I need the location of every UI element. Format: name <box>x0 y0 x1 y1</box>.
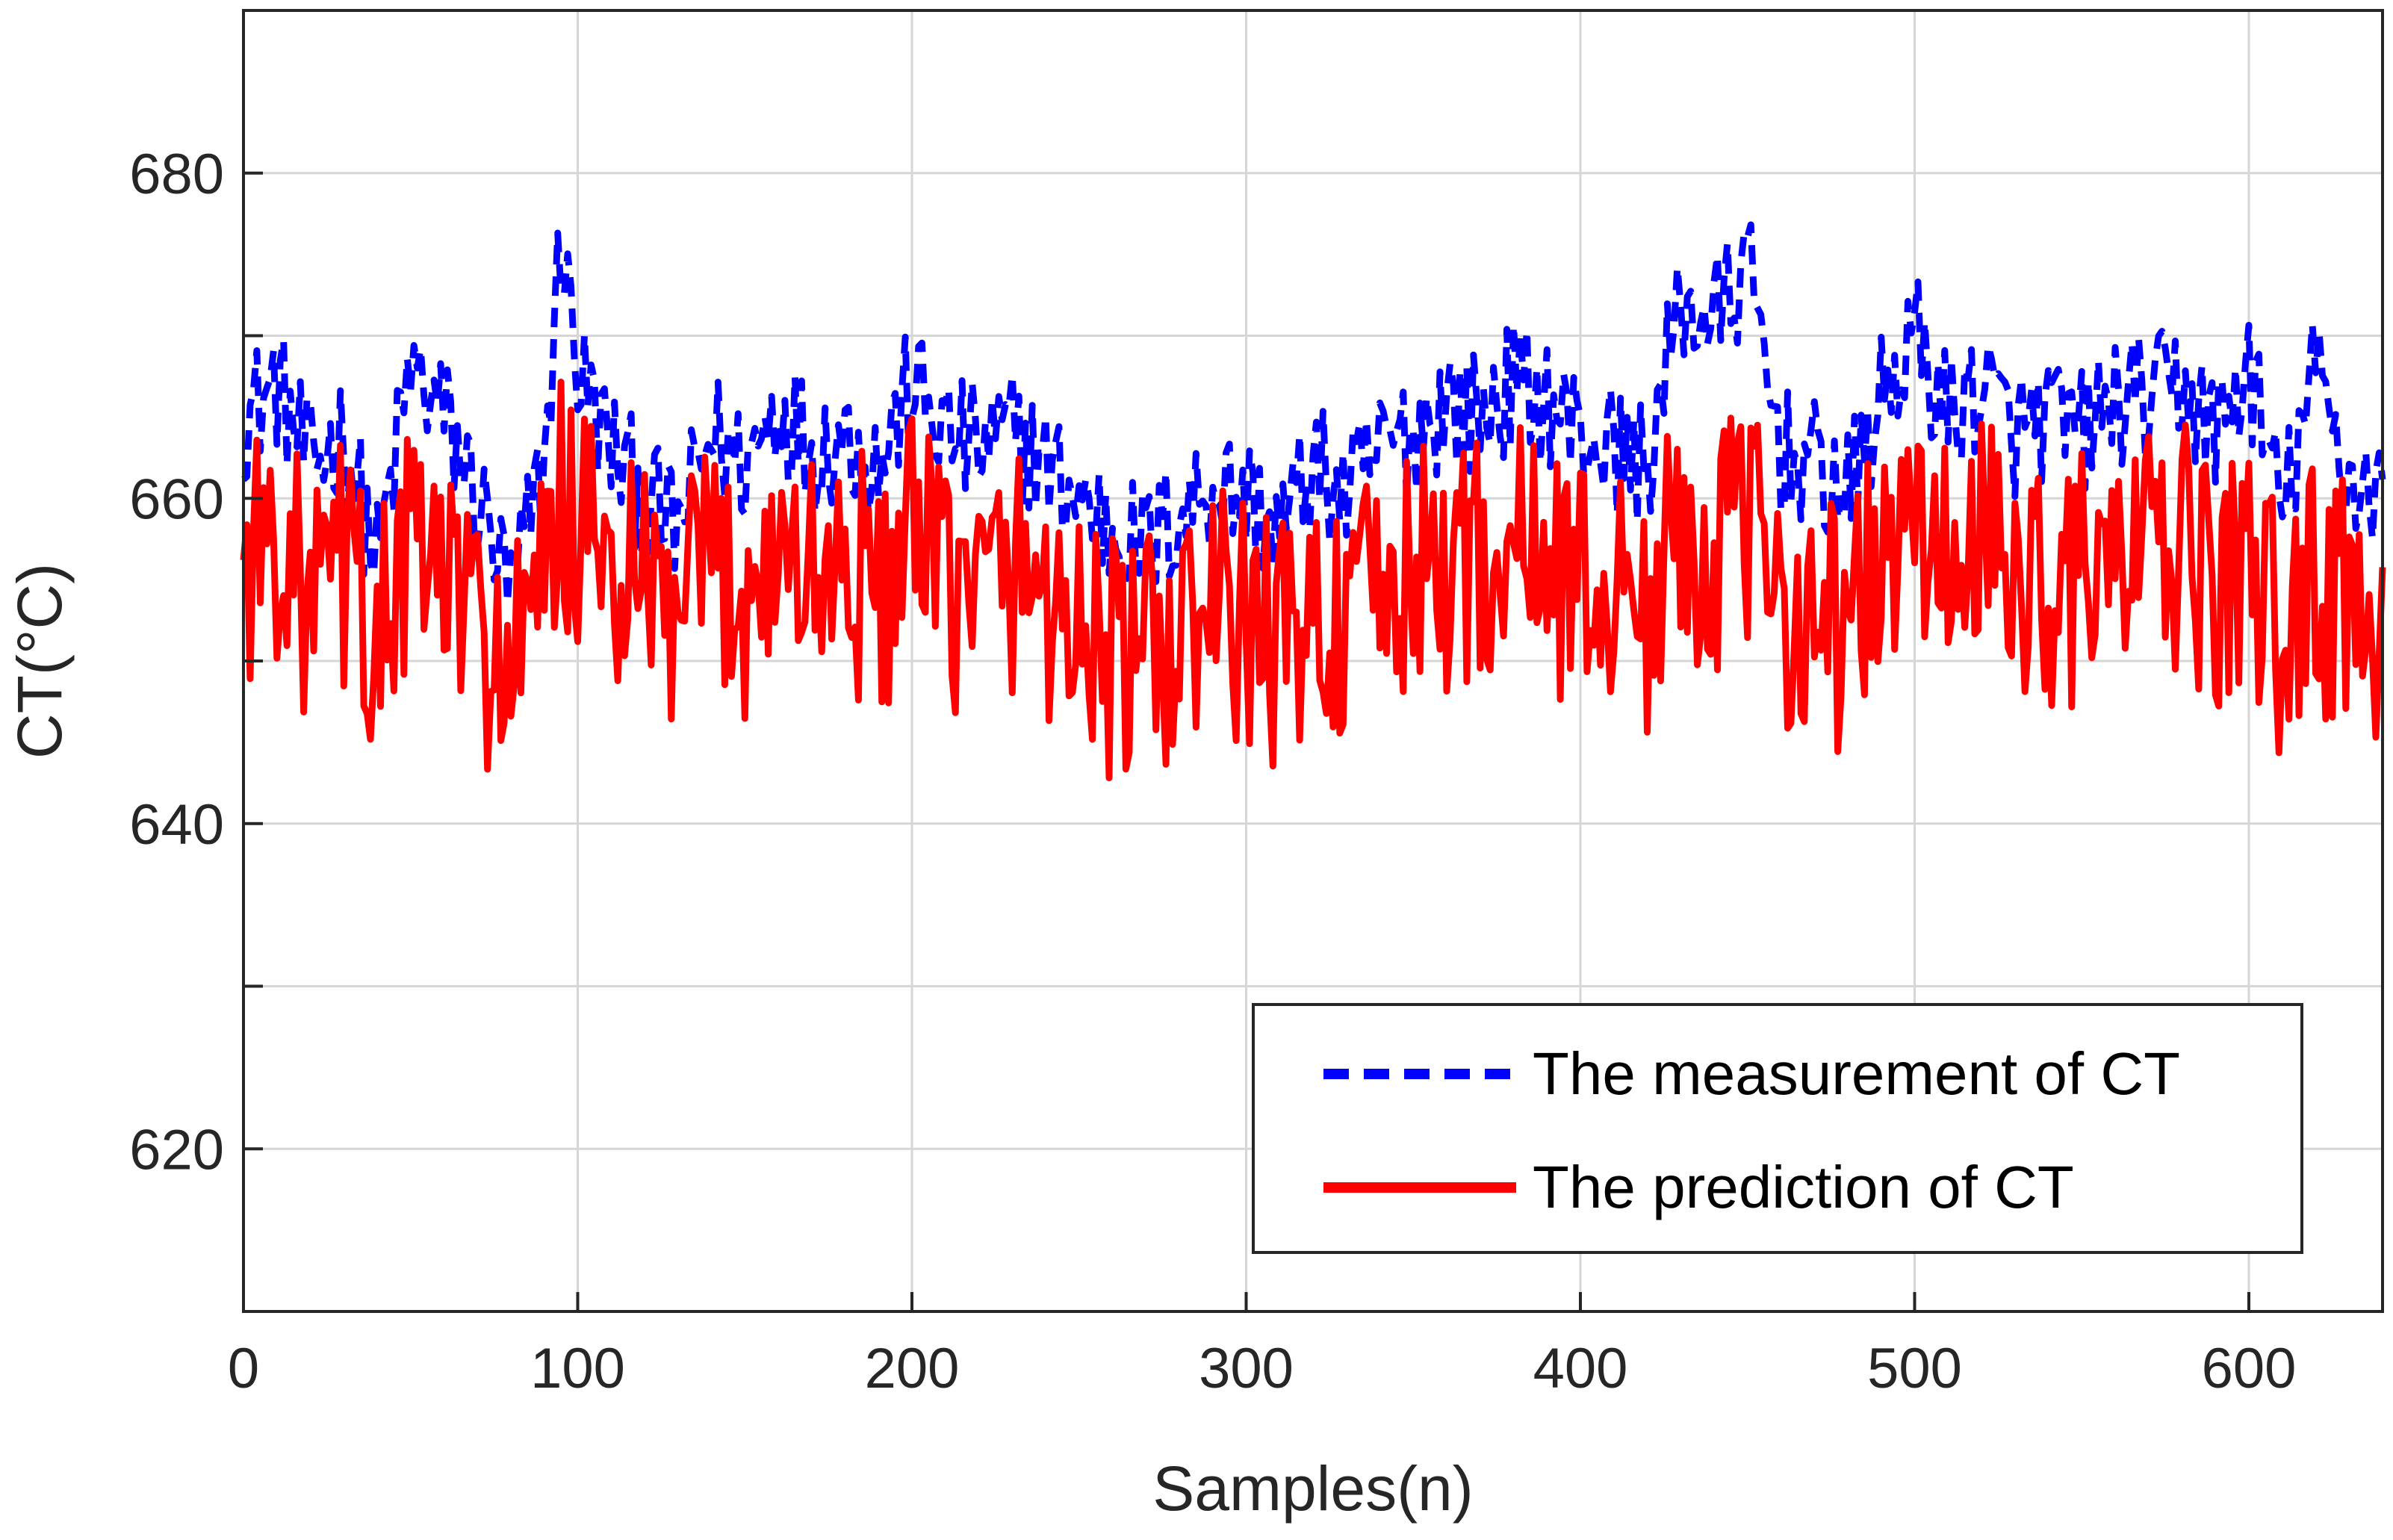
legend: The measurement of CT The prediction of … <box>1252 1003 2303 1254</box>
legend-box <box>1252 1003 2303 1254</box>
series-prediction-line <box>240 379 2386 782</box>
x-tick-label: 100 <box>530 1337 625 1400</box>
y-tick-label: 660 <box>129 468 224 531</box>
x-tick-label: 400 <box>1533 1337 1628 1400</box>
x-tick-label: 600 <box>2202 1337 2297 1400</box>
x-axis-ticks: 0 100 200 300 400 500 600 <box>228 1292 2297 1400</box>
y-axis-ticks: 620 640 660 680 <box>129 9 263 1313</box>
y-axis-label: CT(°C) <box>4 563 75 759</box>
x-tick-label: 200 <box>865 1337 960 1400</box>
legend-entry-prediction: The prediction of CT <box>1533 1154 2074 1220</box>
y-tick-label: 640 <box>129 793 224 857</box>
x-tick-label: 0 <box>228 1337 259 1400</box>
x-tick-label: 500 <box>1867 1337 1962 1400</box>
x-tick-label: 300 <box>1199 1337 1294 1400</box>
y-tick-label: 680 <box>129 143 224 206</box>
y-tick-label: 620 <box>129 1118 224 1182</box>
series-layer <box>240 221 2386 782</box>
legend-entry-measurement: The measurement of CT <box>1533 1040 2180 1107</box>
x-axis-label: Samples(n) <box>1152 1453 1473 1524</box>
series-measurement-line <box>241 221 2386 606</box>
